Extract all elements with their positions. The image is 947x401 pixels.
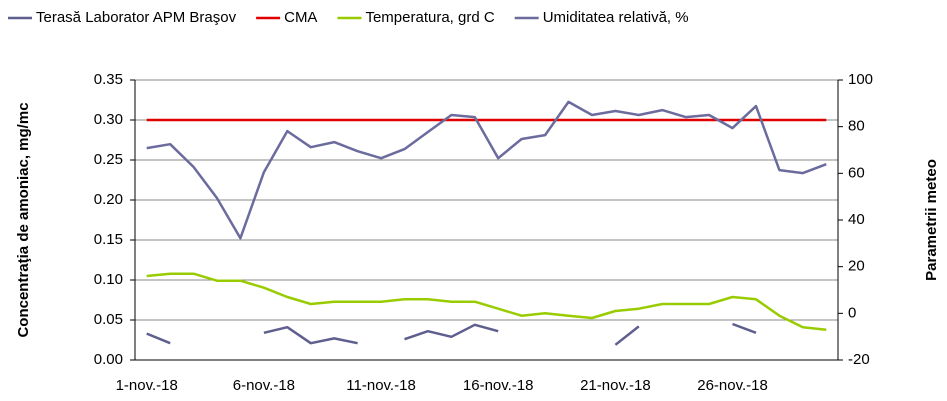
- y-tick-label: 0.25: [94, 151, 123, 168]
- x-tick-label: 16-nov.-18: [463, 377, 534, 394]
- y-tick-label: 0.30: [94, 111, 123, 128]
- y2-tick-label: -20: [848, 351, 870, 368]
- legend-label: Terasă Laborator APM Braşov: [36, 9, 237, 26]
- legend-label: Umiditatea relativă, %: [543, 9, 689, 26]
- y-tick-label: 0.20: [94, 191, 123, 208]
- y-axis-title: Concentraţia de amoniac, mg/mc: [15, 102, 32, 337]
- y2-tick-label: 100: [848, 71, 873, 88]
- y-tick-label: 0.00: [94, 351, 123, 368]
- x-tick-label: 26-nov.-18: [697, 377, 768, 394]
- y2-tick-label: 40: [848, 211, 865, 228]
- y2-tick-label: 20: [848, 258, 865, 275]
- y-tick-label: 0.05: [94, 311, 123, 328]
- y-tick-label: 0.35: [94, 71, 123, 88]
- y2-tick-label: 60: [848, 164, 865, 181]
- x-tick-label: 11-nov.-18: [346, 377, 416, 394]
- legend-label: CMA: [284, 9, 317, 26]
- y-tick-label: 0.15: [94, 231, 123, 248]
- y2-tick-label: 0: [848, 304, 856, 321]
- x-tick-label: 21-nov.-18: [580, 377, 651, 394]
- x-tick-label: 6-nov.-18: [233, 377, 295, 394]
- y2-tick-label: 80: [848, 118, 865, 135]
- legend-label: Temperatura, grd C: [365, 9, 494, 26]
- series-line: [146, 322, 757, 346]
- series-line: [146, 100, 827, 240]
- y-tick-label: 0.10: [94, 271, 123, 288]
- series-line: [146, 272, 827, 331]
- x-tick-label: 1-nov.-18: [116, 377, 178, 394]
- y2-axis-title: Parametrii meteo: [923, 159, 940, 281]
